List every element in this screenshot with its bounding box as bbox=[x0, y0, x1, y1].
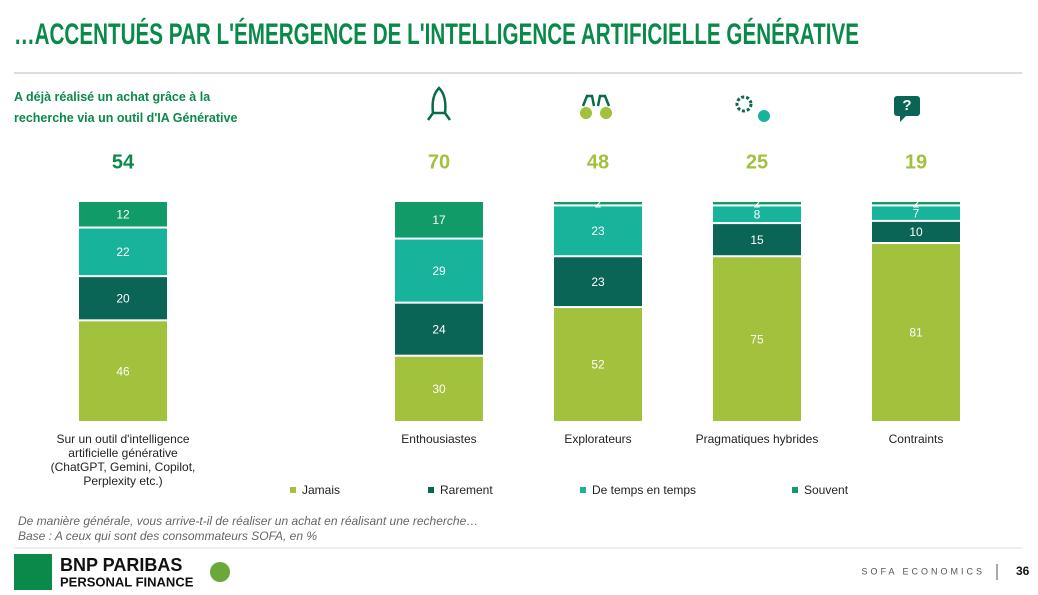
logo-mark bbox=[14, 554, 52, 590]
bar-segment bbox=[395, 303, 483, 355]
bar-segment bbox=[554, 206, 642, 256]
footnote: De manière générale, vous arrive-t-il de… bbox=[18, 514, 479, 528]
footnote: Base : A ceux qui sont des consommateurs… bbox=[18, 529, 318, 543]
bar-segment bbox=[554, 308, 642, 421]
subtitle: A déjà réalisé un achat grâce à la reche… bbox=[14, 90, 238, 125]
headline-value: 48 bbox=[587, 151, 609, 173]
bar-segment bbox=[554, 202, 642, 205]
bar-segment bbox=[872, 206, 960, 220]
value-label: 52 bbox=[591, 358, 605, 372]
value-label: 81 bbox=[909, 326, 923, 340]
category-label: Enthousiastes bbox=[401, 432, 477, 446]
value-label: 7 bbox=[913, 206, 920, 220]
bar-segment bbox=[395, 202, 483, 238]
category-label: Explorateurs bbox=[564, 432, 632, 446]
bar-segment bbox=[395, 239, 483, 302]
bar-segment bbox=[79, 321, 167, 421]
brand: BNP PARIBAS bbox=[60, 555, 182, 575]
value-label: 46 bbox=[116, 364, 130, 378]
bar-segment bbox=[713, 206, 801, 223]
headline-value: 70 bbox=[428, 151, 450, 173]
value-label: 20 bbox=[116, 291, 130, 305]
legend-swatch bbox=[792, 487, 798, 493]
bar-segment bbox=[395, 356, 483, 421]
bar-segment bbox=[713, 257, 801, 421]
bar-segment bbox=[79, 202, 167, 227]
value-label: 2 bbox=[595, 196, 602, 210]
value-label: 24 bbox=[432, 322, 446, 336]
value-label: 2 bbox=[913, 196, 920, 210]
division: PERSONAL FINANCE bbox=[60, 574, 194, 589]
legend-label: Jamais bbox=[302, 483, 340, 497]
legend-swatch bbox=[580, 487, 586, 493]
value-label: 30 bbox=[432, 382, 446, 396]
headline-value: 54 bbox=[112, 151, 135, 173]
bar-segment bbox=[872, 202, 960, 205]
slide-title: …ACCENTUÉS PAR L'ÉMERGENCE DE L'INTELLIG… bbox=[14, 17, 859, 51]
legend-swatch bbox=[428, 487, 434, 493]
category-label: Contraints bbox=[888, 432, 944, 446]
value-label: 22 bbox=[116, 245, 130, 259]
value-label: 23 bbox=[591, 275, 605, 289]
value-label: 29 bbox=[432, 264, 446, 278]
bar-segment bbox=[872, 221, 960, 242]
rocket-icon bbox=[426, 86, 452, 121]
bar-segment bbox=[79, 277, 167, 320]
page-number: 36 bbox=[1016, 564, 1030, 578]
legend-label: Souvent bbox=[804, 483, 849, 497]
value-label: 75 bbox=[750, 332, 764, 346]
value-label: 23 bbox=[591, 224, 605, 238]
bar-segment bbox=[713, 202, 801, 205]
legend-swatch bbox=[290, 487, 296, 493]
value-label: 10 bbox=[909, 225, 923, 239]
mascot bbox=[210, 562, 230, 582]
category-label: Pragmatiques hybrides bbox=[695, 432, 819, 446]
value-label: 2 bbox=[754, 196, 761, 210]
binoculars-icon bbox=[580, 94, 612, 119]
bar-segment bbox=[872, 243, 960, 421]
legend-label: De temps en temps bbox=[592, 483, 696, 497]
bar-segment bbox=[79, 228, 167, 276]
bar-segment bbox=[554, 257, 642, 307]
category-label: Sur un outil d'intelligence artificielle… bbox=[50, 432, 196, 488]
value-label: 15 bbox=[750, 233, 764, 247]
legend-label: Rarement bbox=[440, 483, 493, 497]
gears-icon bbox=[735, 95, 770, 122]
bar-segment bbox=[713, 224, 801, 256]
svg-text:?: ? bbox=[902, 97, 911, 114]
source: SOFA ECONOMICS bbox=[861, 566, 985, 576]
headline-value: 25 bbox=[746, 151, 768, 173]
headline-value: 19 bbox=[905, 151, 927, 173]
question-icon: ? bbox=[894, 96, 920, 122]
value-label: 17 bbox=[432, 213, 446, 227]
value-label: 8 bbox=[754, 207, 761, 221]
value-label: 12 bbox=[116, 207, 130, 221]
